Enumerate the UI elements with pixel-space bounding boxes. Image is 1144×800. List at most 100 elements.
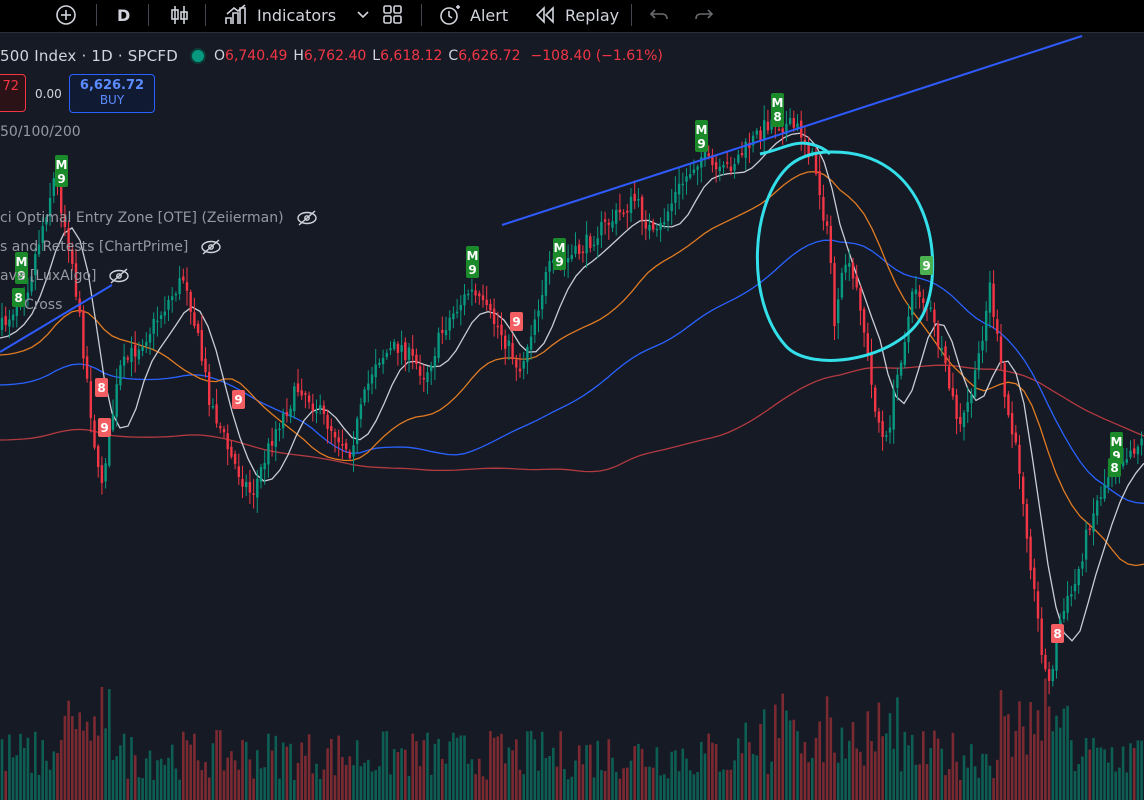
annotation-circle[interactable] [755,150,935,362]
candle [367,370,370,403]
candle [951,372,955,400]
volume-bar [581,764,585,800]
volume-bar [925,764,929,800]
candle [652,218,655,233]
candle [522,351,525,380]
volume-bar [851,722,855,800]
redo-button[interactable] [693,0,715,30]
marker-text: M [1111,435,1123,449]
volume-bar [951,732,955,800]
volume-bar [555,766,559,800]
volume-bar [241,740,244,800]
indicators-button[interactable]: Indicators [224,0,370,30]
spread-value: 0.00 [35,87,62,101]
hidden-eye-icon[interactable] [200,239,222,255]
candle [389,341,392,356]
volume-bar [648,766,651,800]
volume-bar [533,739,537,800]
volume-bar [674,750,677,800]
volume-bar [799,753,803,800]
hidden-eye-icon[interactable] [108,268,130,284]
volume-bar [811,758,814,800]
indicator-retests-label[interactable]: s and Retests [ChartPrime] [0,239,222,255]
volume-bar [8,734,11,800]
volume-bar [1077,764,1080,800]
candle [848,249,851,282]
volume-bar [788,720,792,800]
volume-bar [644,766,648,800]
candle [137,341,141,365]
volume-bar [422,740,426,800]
volume-bar [603,771,607,800]
interval-button[interactable]: D [117,5,131,25]
alert-button[interactable]: Alert [438,0,508,30]
volume-bar [126,778,130,800]
volume-bar [936,738,940,800]
candle [348,449,351,462]
volume-bar [977,777,981,800]
buy-button[interactable]: 6,626.72 BUY [69,74,155,113]
price-chart[interactable]: M9M9M9M9M9M9M9M898899988 [0,32,1144,800]
volume-bar [1103,749,1106,800]
volume-bar [1132,747,1136,800]
candle [507,334,511,361]
candle [533,309,536,344]
volume-bar [1021,726,1025,800]
candle [907,304,910,354]
candle [744,138,747,170]
candle [148,327,152,355]
indicator-ma-label[interactable]: 50/100/200 [0,124,81,140]
marker-text: 9 [234,393,242,407]
indicator-luxalgo-label[interactable]: ave [LuxAlgo] [0,268,130,284]
replay-button[interactable]: Replay [534,0,619,30]
volume-bar [492,737,496,800]
candle [1033,558,1036,602]
volume-bar [518,769,522,800]
indicator-cross-label[interactable]: Cross [24,297,63,313]
candle [411,334,414,370]
volume-bar [1010,756,1014,800]
volume-bar [959,779,962,800]
plus-circle-icon [56,5,76,25]
candle [862,306,866,348]
chart-type-button[interactable] [170,0,190,30]
candle [189,289,192,325]
layouts-button[interactable] [382,0,404,30]
sell-button[interactable]: 72 [0,74,26,112]
replay-icon [535,6,554,24]
candle [374,348,377,390]
volume-bar [877,702,881,800]
candle [892,379,895,444]
trendline-upper[interactable] [501,35,1083,226]
candle [844,254,847,281]
marker-text: 9 [57,172,65,186]
volume-bar [1118,767,1121,800]
volume-bar [285,746,289,800]
candle [936,320,940,359]
hidden-eye-icon[interactable] [296,210,318,226]
market-status-dot [192,50,205,62]
volume-bar [903,731,907,800]
volume-bar [503,763,507,800]
volume-bar [1121,746,1125,800]
volume-bar [100,687,104,800]
volume-bar [1047,706,1051,800]
candle [911,288,914,324]
add-symbol-button[interactable] [55,0,77,30]
ma-200-line [0,364,1144,473]
undo-button[interactable] [648,0,670,30]
volume-bar [182,731,185,800]
volume-bar [803,742,807,800]
candle [1044,648,1047,672]
candle [241,465,244,498]
symbol-title[interactable]: 500 Index · 1D · SPCFD [0,47,179,65]
candle [870,338,873,399]
volume-bar [415,741,418,800]
candle [196,320,200,337]
annotation-stroke[interactable] [759,141,832,156]
marker-text: M [467,249,479,263]
indicator-ote-label[interactable]: ci Optimal Entry Zone [OTE] (Zeiierman) [0,210,318,226]
volume-bar [840,727,844,800]
candle [581,245,585,263]
trendline-left[interactable] [0,284,113,353]
